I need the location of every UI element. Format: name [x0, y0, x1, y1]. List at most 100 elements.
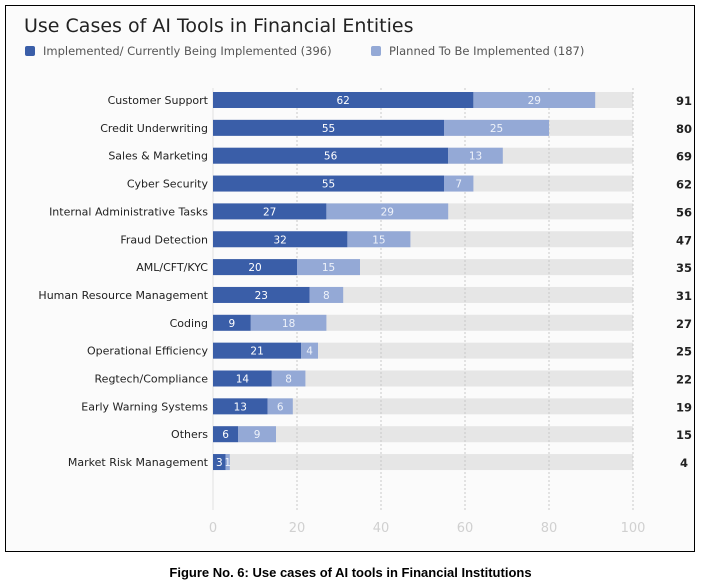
data-label: 62	[337, 95, 350, 107]
total-label: 80	[676, 122, 692, 136]
bar-segment-implemented	[213, 342, 302, 359]
bar-segment-planned	[225, 454, 230, 471]
x-tick-label: 80	[541, 521, 558, 536]
total-label: 22	[676, 373, 692, 387]
data-label: 20	[248, 262, 261, 274]
data-label: 8	[323, 290, 330, 302]
data-label: 55	[322, 123, 335, 135]
bar-segment-planned	[267, 398, 293, 415]
x-tick-label: 20	[289, 521, 306, 536]
total-label: 91	[676, 94, 692, 108]
category-label: Cyber Security	[127, 178, 209, 191]
data-label: 15	[322, 262, 335, 274]
bar-segment-planned	[271, 370, 306, 387]
bar-segment-implemented	[213, 398, 268, 415]
category-label: Sales & Marketing	[108, 150, 208, 163]
category-label: Early Warning Systems	[81, 400, 208, 413]
bar-segment-implemented	[213, 454, 226, 471]
bar-segment-planned	[448, 147, 503, 164]
bar-segment-planned	[297, 259, 360, 276]
bar-segment-planned	[444, 119, 549, 136]
category-label: Human Resource Management	[38, 289, 208, 302]
bar-segment-implemented	[213, 175, 444, 192]
x-tick-label: 60	[457, 521, 474, 536]
total-label: 69	[676, 150, 692, 164]
category-label: AML/CFT/KYC	[136, 261, 208, 274]
data-label: 25	[490, 123, 503, 135]
bar-segment-implemented	[213, 147, 449, 164]
category-label: Credit Underwriting	[100, 122, 208, 135]
legend-label-planned: Planned To Be Implemented (187)	[389, 44, 585, 58]
total-label: 35	[676, 261, 692, 275]
bar-segment-implemented	[213, 203, 327, 220]
data-label: 21	[250, 346, 263, 358]
legend-swatch-planned	[371, 46, 381, 56]
data-label: 8	[285, 374, 292, 386]
data-label: 13	[469, 151, 482, 163]
bar-segment-implemented	[213, 286, 310, 303]
data-label: 7	[455, 179, 462, 191]
total-label: 31	[676, 289, 692, 303]
total-label: 25	[676, 345, 692, 359]
figure-caption: Figure No. 6: Use cases of AI tools in F…	[169, 565, 532, 580]
data-label: 29	[528, 95, 541, 107]
data-label: 1	[224, 457, 231, 469]
category-label: Others	[171, 428, 208, 441]
total-label: 47	[676, 233, 692, 247]
background-bar	[213, 370, 633, 387]
category-label: Market Risk Management	[68, 456, 209, 469]
data-label: 13	[234, 401, 247, 413]
data-label: 27	[263, 206, 276, 218]
bar-segment-implemented	[213, 231, 348, 248]
bar-segment-implemented	[213, 314, 251, 331]
bar-segment-planned	[238, 426, 276, 443]
category-label: Internal Administrative Tasks	[49, 205, 208, 218]
total-label: 56	[676, 205, 692, 219]
bar-segment-planned	[301, 342, 318, 359]
bar-segment-implemented	[213, 259, 297, 276]
bar-segment-planned	[250, 314, 327, 331]
bar-segment-implemented	[213, 426, 239, 443]
bar-segment-implemented	[213, 92, 474, 108]
data-label: 6	[277, 401, 284, 413]
x-tick-label: 100	[621, 521, 646, 536]
total-label: 19	[676, 400, 692, 414]
data-label: 4	[306, 346, 313, 358]
bar-segment-planned	[326, 203, 449, 220]
x-tick-label: 40	[373, 521, 390, 536]
background-bar	[213, 454, 633, 471]
data-label: 32	[274, 234, 287, 246]
data-label: 55	[322, 179, 335, 191]
background-bar	[213, 398, 633, 415]
data-label: 56	[324, 151, 338, 163]
category-label: Operational Efficiency	[87, 345, 209, 358]
background-bar	[213, 426, 633, 443]
total-label: 62	[676, 178, 692, 192]
legend-item-implemented: Implemented/ Currently Being Implemented…	[25, 44, 332, 58]
bar-segment-planned	[309, 286, 344, 303]
legend-item-planned: Planned To Be Implemented (187)	[371, 44, 584, 58]
total-label: 15	[676, 428, 692, 442]
data-label: 29	[381, 206, 394, 218]
data-label: 18	[282, 318, 295, 330]
x-tick-label: 0	[209, 521, 217, 536]
data-label: 6	[222, 429, 229, 441]
bar-segment-planned	[473, 92, 596, 108]
legend-label-implemented: Implemented/ Currently Being Implemented…	[43, 44, 332, 58]
bar-segment-implemented	[213, 370, 272, 387]
chart-title: Use Cases of AI Tools in Financial Entit…	[24, 15, 414, 37]
data-label: 9	[254, 429, 261, 441]
category-label: Coding	[170, 317, 208, 330]
data-label: 14	[236, 374, 250, 386]
data-label: 23	[255, 290, 268, 302]
category-label: Fraud Detection	[120, 233, 208, 246]
bar-segment-planned	[444, 175, 474, 192]
bar-segment-planned	[347, 231, 411, 248]
legend-swatch-implemented	[25, 46, 35, 56]
data-label: 9	[229, 318, 236, 330]
total-label: 27	[676, 317, 692, 331]
category-label: Customer Support	[108, 94, 209, 107]
total-label: 4	[680, 456, 688, 470]
category-label: Regtech/Compliance	[95, 373, 209, 386]
